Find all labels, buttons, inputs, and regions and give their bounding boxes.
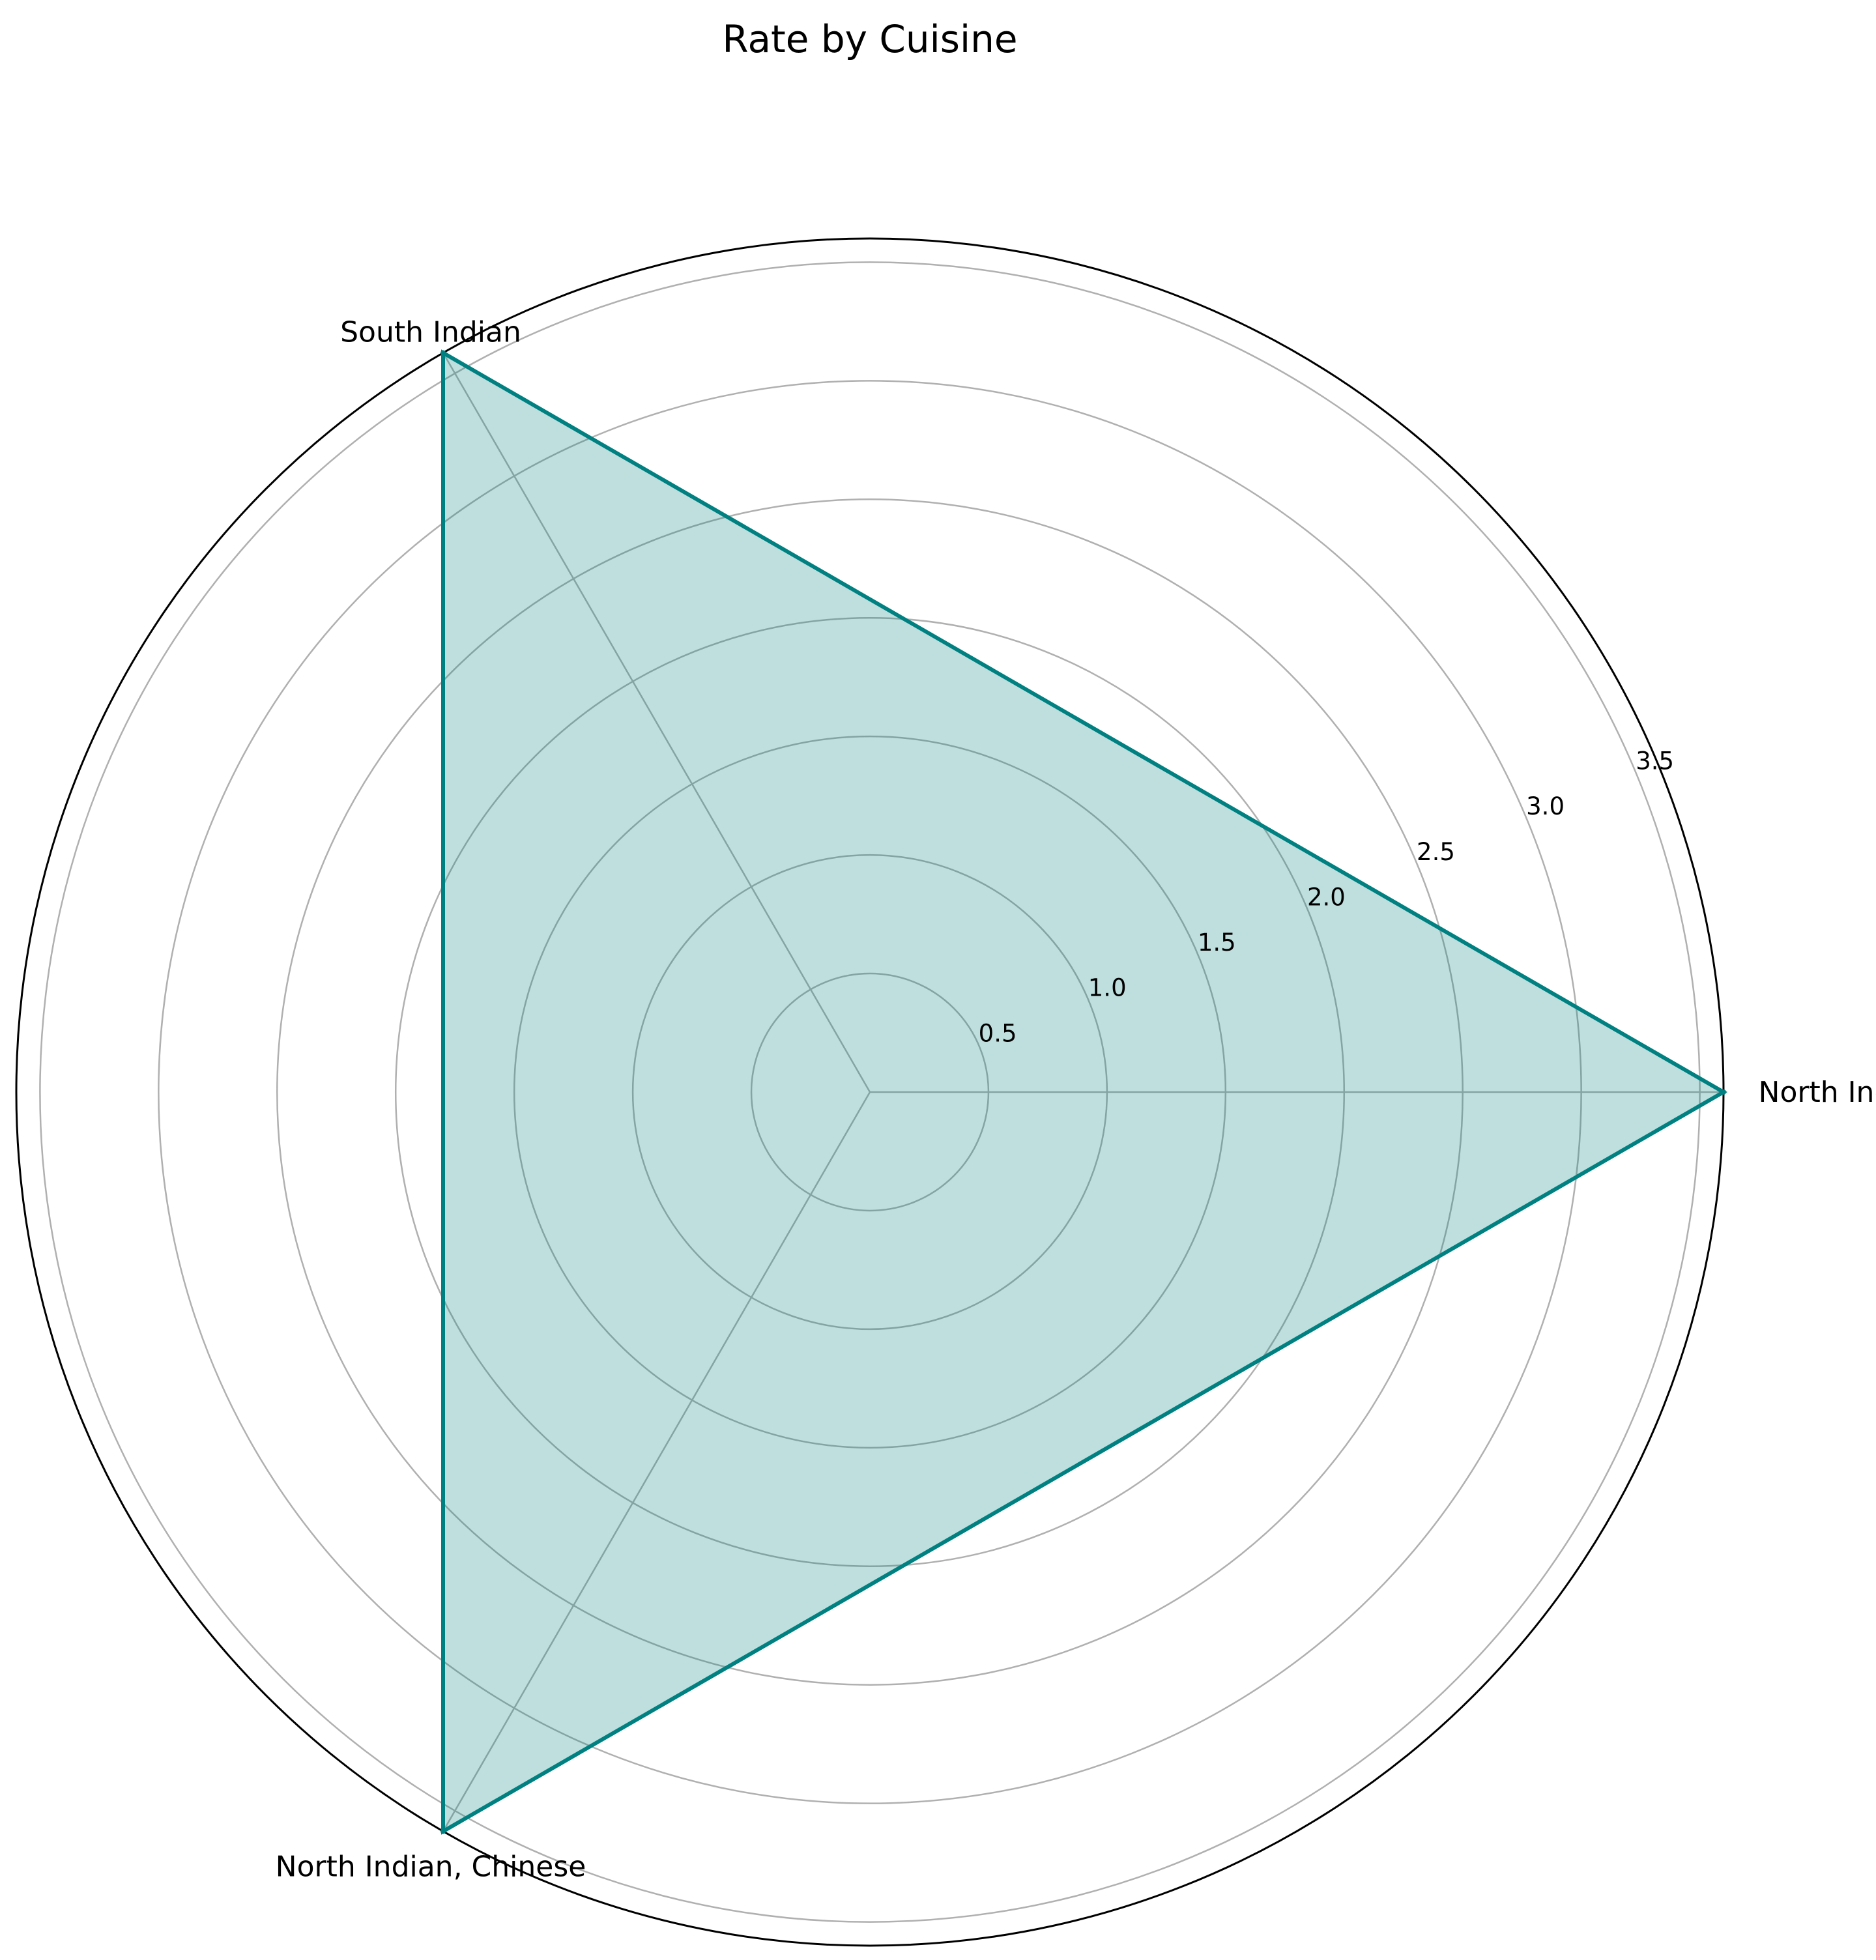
rtick-label: 3.5 bbox=[1636, 747, 1674, 775]
rtick-label: 1.0 bbox=[1088, 974, 1127, 1002]
category-label: North Indian, Chinese bbox=[276, 1850, 586, 1883]
rtick-label: 0.5 bbox=[979, 1019, 1017, 1047]
series-point bbox=[1721, 1089, 1726, 1095]
category-label: South Indian bbox=[340, 316, 521, 349]
chart-title: Rate by Cuisine bbox=[722, 17, 1017, 61]
data-layer bbox=[440, 349, 1727, 1835]
rtick-label: 1.5 bbox=[1198, 929, 1236, 957]
rtick-label: 2.5 bbox=[1417, 838, 1455, 866]
series-line bbox=[441, 349, 1727, 1835]
series-point bbox=[440, 350, 446, 356]
grid-spoke bbox=[442, 352, 871, 1093]
label-layer: 0.5 1.0 1.5 2.0 2.5 3.0 3.5 North Indian South I… bbox=[276, 316, 1876, 1884]
series-point bbox=[440, 1828, 446, 1834]
rtick-label: 2.0 bbox=[1307, 883, 1346, 911]
grid-spoke bbox=[442, 1091, 871, 1832]
category-label: North Indian bbox=[1759, 1076, 1876, 1109]
rtick-label: 3.0 bbox=[1526, 792, 1565, 820]
series-fill bbox=[443, 353, 1724, 1832]
